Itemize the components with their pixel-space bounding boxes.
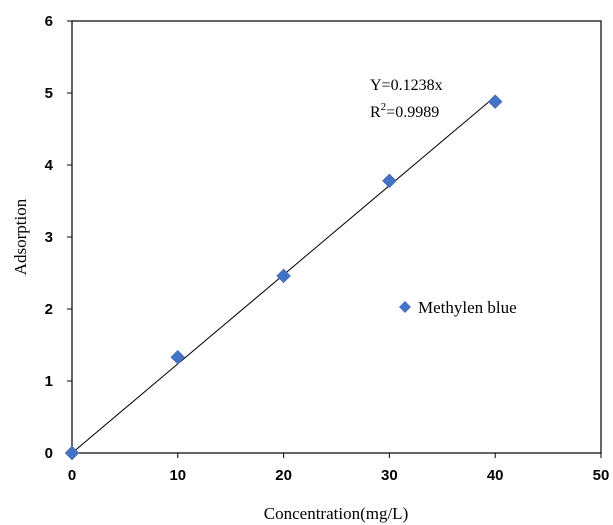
y-tick-label: 1 <box>45 373 53 390</box>
data-point <box>170 349 186 365</box>
data-point <box>487 94 503 109</box>
x-tick-label: 50 <box>593 467 610 484</box>
x-axis-ticks: 0 10 20 30 40 50 <box>68 453 610 484</box>
x-tick-label: 20 <box>275 467 292 484</box>
data-point <box>276 268 291 284</box>
y-tick-label: 2 <box>45 301 53 318</box>
plot-area <box>71 20 602 454</box>
legend: Methylen blue <box>399 298 517 317</box>
y-axis-ticks: 0 1 2 3 4 5 6 <box>45 13 72 462</box>
x-tick-label: 30 <box>381 467 398 484</box>
legend-label: Methylen blue <box>418 298 517 317</box>
y-axis-title: Adsorption <box>11 198 30 275</box>
x-tick-label: 40 <box>487 467 504 484</box>
r-squared-prefix: R <box>370 104 381 121</box>
r-squared-label: R2=0.9989 <box>370 101 439 121</box>
x-tick-label: 10 <box>169 467 186 484</box>
y-tick-label: 6 <box>45 13 53 30</box>
trend-equation: Y=0.1238x <box>370 77 443 94</box>
y-tick-label: 4 <box>45 157 54 174</box>
r-squared-value: =0.9989 <box>386 104 439 121</box>
y-tick-label: 3 <box>45 229 53 246</box>
data-point <box>382 173 397 189</box>
data-points <box>64 94 503 461</box>
y-tick-label: 0 <box>45 445 53 462</box>
y-tick-label: 5 <box>45 85 53 102</box>
r-squared-superscript: 2 <box>381 101 387 113</box>
legend-marker <box>399 301 411 313</box>
x-tick-label: 0 <box>68 467 76 484</box>
data-point <box>64 445 80 461</box>
x-axis-title: Concentration(mg/L) <box>264 504 408 523</box>
